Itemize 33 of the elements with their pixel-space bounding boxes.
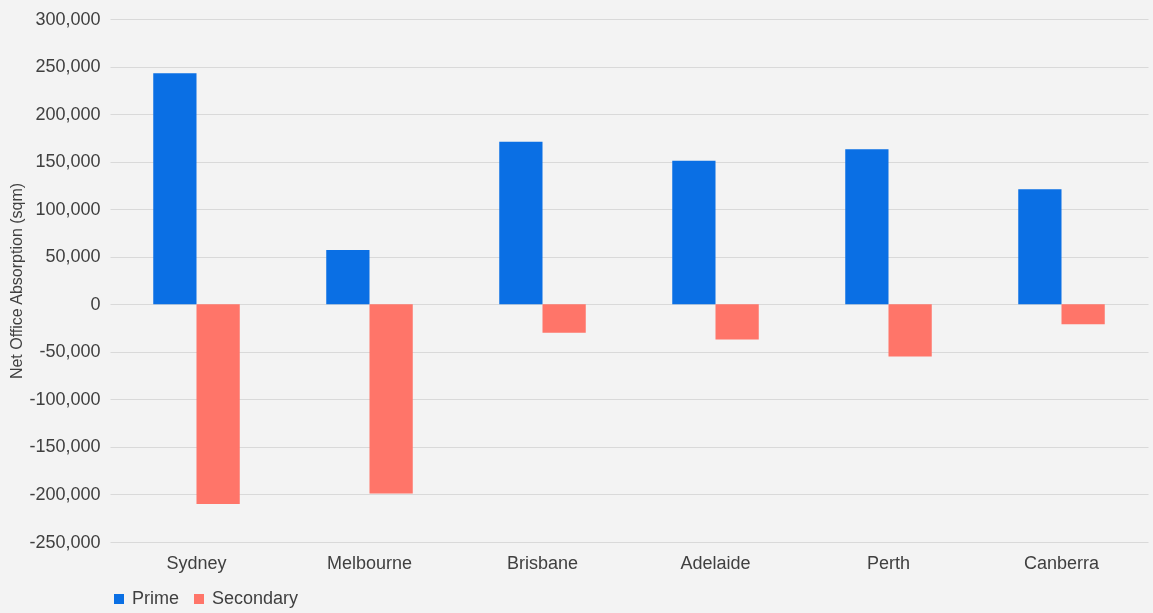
y-tick-label: -250,000 [29, 531, 101, 552]
bar [715, 304, 759, 340]
x-tick-label: Sydney [166, 552, 227, 573]
bar [196, 304, 240, 504]
bar [369, 304, 413, 494]
bar [153, 73, 197, 305]
y-tick-label: 100,000 [35, 198, 101, 219]
bar [888, 304, 932, 357]
x-tick-label: Canberra [1023, 552, 1101, 573]
x-tick-label: Melbourne [326, 552, 413, 573]
y-tick-label: 0 [90, 293, 101, 314]
y-tick-label: 200,000 [35, 103, 101, 124]
y-tick-label: -150,000 [29, 436, 101, 457]
x-tick-label: Brisbane [506, 552, 579, 573]
bar [672, 160, 716, 305]
bar [326, 250, 370, 305]
x-tick-label: Perth [866, 552, 911, 573]
bar [542, 304, 586, 333]
y-tick-label: 250,000 [35, 56, 101, 77]
bar [1018, 189, 1062, 305]
legend-label: Prime [132, 588, 180, 608]
x-tick-label: Adelaide [680, 552, 751, 573]
y-tick-label: 150,000 [35, 151, 101, 172]
bar [1061, 304, 1105, 325]
y-tick-label: -100,000 [29, 388, 101, 409]
bar [845, 149, 889, 305]
y-tick-label: 50,000 [45, 246, 101, 267]
bar [499, 141, 543, 305]
y-tick-label: -50,000 [39, 341, 101, 362]
y-tick-label: 300,000 [35, 8, 101, 29]
legend-label: Secondary [212, 588, 299, 608]
y-tick-label: -200,000 [29, 483, 101, 504]
y-axis-title: Net Office Absorption (sqm) [8, 182, 26, 380]
